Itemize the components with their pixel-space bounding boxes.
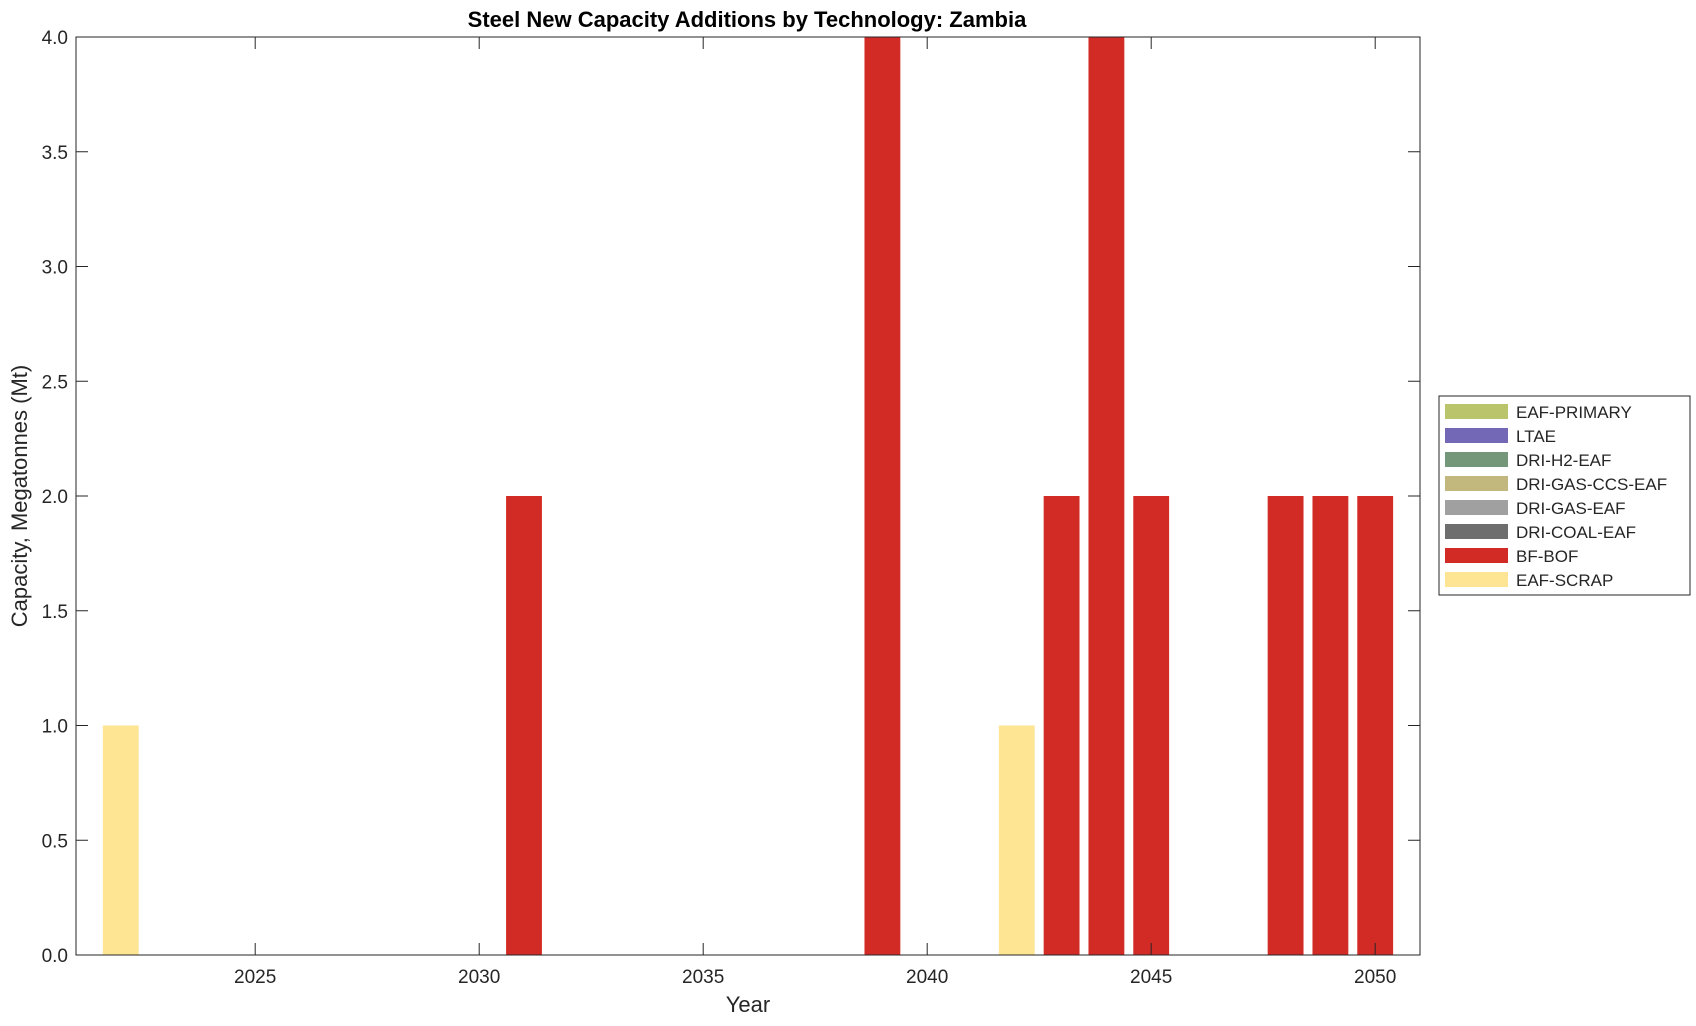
legend-label-eaf-primary: EAF-PRIMARY — [1516, 403, 1632, 422]
legend-swatch-eaf-primary — [1445, 404, 1508, 419]
legend-label-ltae: LTAE — [1516, 427, 1556, 446]
bar-bf-bof-2048 — [1267, 496, 1304, 955]
chart-title: Steel New Capacity Additions by Technolo… — [468, 7, 1027, 32]
bar-bf-bof-2043 — [1043, 496, 1080, 955]
y-axis-label: Capacity, Megatonnes (Mt) — [7, 365, 32, 627]
legend: EAF-PRIMARY LTAE DRI-H2-EAF DRI-GAS-CCS-EAF… — [1438, 395, 1691, 596]
bar-bf-bof-2050 — [1357, 496, 1394, 955]
legend-label-dri-coal-eaf: DRI-COAL-EAF — [1516, 523, 1636, 542]
y-tick-label: 1.0 — [42, 717, 68, 738]
legend-label-dri-h2-eaf: DRI-H2-EAF — [1516, 451, 1611, 470]
y-tick-label: 1.5 — [42, 602, 68, 623]
bars-layer — [102, 37, 1394, 955]
y-tick-label: 2.5 — [42, 372, 68, 393]
bar-bf-bof-2031 — [506, 496, 542, 955]
legend-swatch-bf-bof — [1445, 548, 1508, 563]
x-tick-label: 2045 — [1130, 967, 1172, 988]
legend-swatch-dri-coal-eaf — [1445, 524, 1508, 539]
x-tick-label: 2035 — [682, 967, 724, 988]
legend-items: EAF-PRIMARY LTAE DRI-H2-EAF DRI-GAS-CCS-EAF… — [1445, 403, 1667, 590]
y-tick-label: 2.0 — [42, 487, 68, 508]
x-axis-label: Year — [726, 992, 770, 1017]
legend-label-eaf-scrap: EAF-SCRAP — [1516, 571, 1613, 590]
y-tick-label: 0.5 — [42, 831, 68, 852]
legend-label-dri-gas-ccs-eaf: DRI-GAS-CCS-EAF — [1516, 475, 1667, 494]
bar-bf-bof-2044 — [1088, 37, 1125, 955]
legend-swatch-eaf-scrap — [1445, 572, 1508, 587]
x-tick-label: 2050 — [1354, 967, 1396, 988]
legend-label-bf-bof: BF-BOF — [1516, 547, 1578, 566]
legend-swatch-dri-gas-ccs-eaf — [1445, 476, 1508, 491]
x-tick-label: 2025 — [234, 967, 276, 988]
bar-eaf-scrap-2042 — [998, 725, 1035, 955]
bar-bf-bof-2039 — [864, 37, 901, 955]
bar-eaf-scrap-2022 — [102, 725, 139, 955]
legend-label-dri-gas-eaf: DRI-GAS-EAF — [1516, 499, 1626, 518]
x-tick-label: 2040 — [906, 967, 948, 988]
y-tick-label: 3.0 — [42, 258, 68, 279]
y-tick-label: 0.0 — [42, 946, 68, 967]
legend-swatch-ltae — [1445, 428, 1508, 443]
x-ticks: 2025 2030 2035 2040 2045 2050 — [234, 37, 1396, 988]
x-tick-label: 2030 — [458, 967, 500, 988]
y-tick-label: 4.0 — [42, 28, 68, 49]
bar-bf-bof-2049 — [1312, 496, 1349, 955]
y-tick-label: 3.5 — [42, 143, 68, 164]
y-ticks: 0.0 0.5 1.0 1.5 2.0 2.5 3.0 3.5 4.0 — [42, 28, 1420, 967]
legend-swatch-dri-gas-eaf — [1445, 500, 1508, 515]
bar-bf-bof-2045 — [1133, 496, 1170, 955]
plot-frame — [75, 36, 1421, 956]
legend-swatch-dri-h2-eaf — [1445, 452, 1508, 467]
